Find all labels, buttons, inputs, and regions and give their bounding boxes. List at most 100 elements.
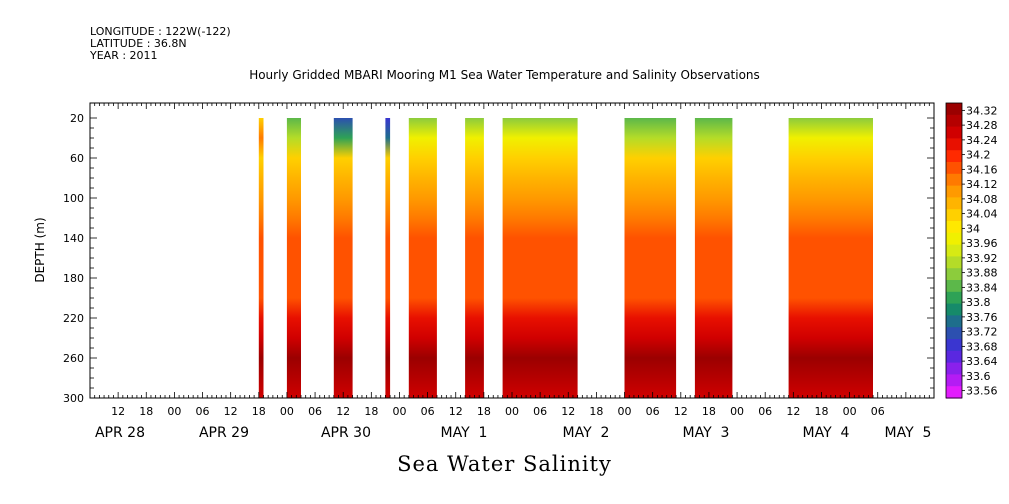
colorbar-label: 34.24	[966, 134, 998, 147]
y-tick-label: 60	[70, 152, 84, 165]
colorbar-label: 34.08	[966, 193, 998, 206]
x-date-label: APR 28	[95, 425, 145, 441]
x-date-label: APR 30	[321, 425, 371, 441]
x-tick-label: 18	[252, 405, 266, 418]
colorbar-swatch	[946, 138, 962, 151]
colorbar-swatch	[946, 280, 962, 293]
x-tick-label: 18	[139, 405, 153, 418]
axis-labels: 20 60 100 140 180 220 260 300 12 18 00 06 12 18 00 06 12…	[63, 112, 931, 441]
y-tick-label: 300	[63, 392, 84, 405]
x-tick-label: 18	[589, 405, 603, 418]
x-tick-label: 12	[786, 405, 800, 418]
colorbar-label: 33.76	[966, 311, 998, 324]
colorbar-swatch	[946, 339, 962, 352]
x-date-label: MAY 5	[885, 425, 932, 441]
colorbar-label: 34.2	[966, 149, 991, 162]
longitude-label: LONGITUDE : 122W(-122)	[90, 25, 231, 38]
y-axis-label: DEPTH (m)	[33, 217, 47, 282]
x-tick-label: 00	[280, 405, 294, 418]
colorbar-swatch	[946, 173, 962, 187]
data-block	[624, 118, 677, 398]
y-tick-label: 140	[63, 232, 84, 245]
colorbar-label: 34.04	[966, 208, 998, 221]
colorbar-swatch	[946, 150, 962, 163]
y-tick-label: 20	[70, 112, 84, 125]
colorbar-label: 33.8	[966, 296, 991, 309]
colorbar-swatch	[946, 185, 962, 198]
x-tick-label: 18	[814, 405, 828, 418]
x-date-label: MAY 2	[563, 425, 610, 441]
colorbar-swatch	[946, 374, 962, 387]
colorbar-label: 34.12	[966, 178, 998, 191]
colorbar: 34.3234.2834.2434.234.1634.1234.0834.043…	[945, 102, 998, 399]
data-block	[258, 118, 264, 398]
colorbar-swatch	[946, 209, 962, 222]
colorbar-label: 33.96	[966, 237, 998, 250]
x-tick-label: 18	[702, 405, 716, 418]
colorbar-label: 34.32	[966, 104, 998, 117]
colorbar-label: 33.68	[966, 340, 998, 353]
x-tick-label: 12	[336, 405, 350, 418]
colorbar-label: 33.64	[966, 355, 998, 368]
x-tick-label: 12	[674, 405, 688, 418]
colorbar-swatch	[946, 291, 962, 305]
colorbar-swatch	[946, 244, 962, 257]
x-date-label: MAY 1	[441, 425, 488, 441]
x-tick-label: 18	[477, 405, 491, 418]
x-tick-label: 00	[730, 405, 744, 418]
x-date-label: MAY 3	[683, 425, 730, 441]
y-tick-label: 180	[63, 272, 84, 285]
colorbar-swatch	[946, 256, 962, 269]
x-tick-label: 06	[308, 405, 322, 418]
data-block	[694, 118, 733, 398]
x-tick-label: 12	[111, 405, 125, 418]
colorbar-label: 33.84	[966, 281, 998, 294]
y-tick-label: 260	[63, 352, 84, 365]
colorbar-label: 34.28	[966, 119, 998, 132]
x-date-label: APR 29	[199, 425, 249, 441]
colorbar-swatch	[946, 103, 962, 116]
colorbar-swatch	[946, 126, 962, 139]
axis-ticks	[89, 103, 935, 399]
colorbar-swatch	[946, 221, 962, 234]
data-block	[286, 118, 301, 398]
colorbar-swatch	[946, 386, 962, 399]
colorbar-swatch	[946, 327, 962, 340]
chart-title: Hourly Gridded MBARI Mooring M1 Sea Wate…	[249, 68, 760, 82]
x-tick-label: 00	[167, 405, 181, 418]
x-tick-label: 06	[196, 405, 210, 418]
data-block	[502, 118, 578, 398]
data-block	[465, 118, 484, 398]
data-block	[385, 118, 391, 398]
year-label: YEAR : 2011	[90, 49, 158, 62]
colorbar-swatch	[946, 362, 962, 375]
colorbar-swatch	[946, 232, 962, 246]
colorbar-swatch	[946, 303, 962, 316]
colorbar-swatch	[946, 315, 962, 328]
x-tick-label: 12	[449, 405, 463, 418]
y-tick-label: 100	[63, 192, 84, 205]
x-tick-label: 18	[364, 405, 378, 418]
x-tick-label: 06	[758, 405, 772, 418]
colorbar-swatch	[946, 268, 962, 281]
colorbar-swatch	[946, 162, 962, 175]
data-block	[788, 118, 873, 398]
colorbar-label: 33.6	[966, 370, 991, 383]
data-blocks	[258, 118, 873, 398]
colorbar-swatch	[946, 197, 962, 210]
colorbar-swatch	[946, 114, 962, 128]
latitude-label: LATITUDE : 36.8N	[90, 37, 187, 50]
x-tick-label: 06	[421, 405, 435, 418]
x-tick-label: 12	[561, 405, 575, 418]
x-tick-label: 00	[843, 405, 857, 418]
colorbar-label: 34	[966, 222, 980, 235]
x-tick-label: 00	[618, 405, 632, 418]
colorbar-label: 33.72	[966, 326, 998, 339]
chart-caption: Sea Water Salinity	[397, 452, 612, 476]
data-block	[333, 118, 353, 398]
x-tick-label: 00	[392, 405, 406, 418]
colorbar-label: 33.56	[966, 385, 998, 398]
data-block	[408, 118, 437, 398]
colorbar-label: 34.16	[966, 163, 998, 176]
